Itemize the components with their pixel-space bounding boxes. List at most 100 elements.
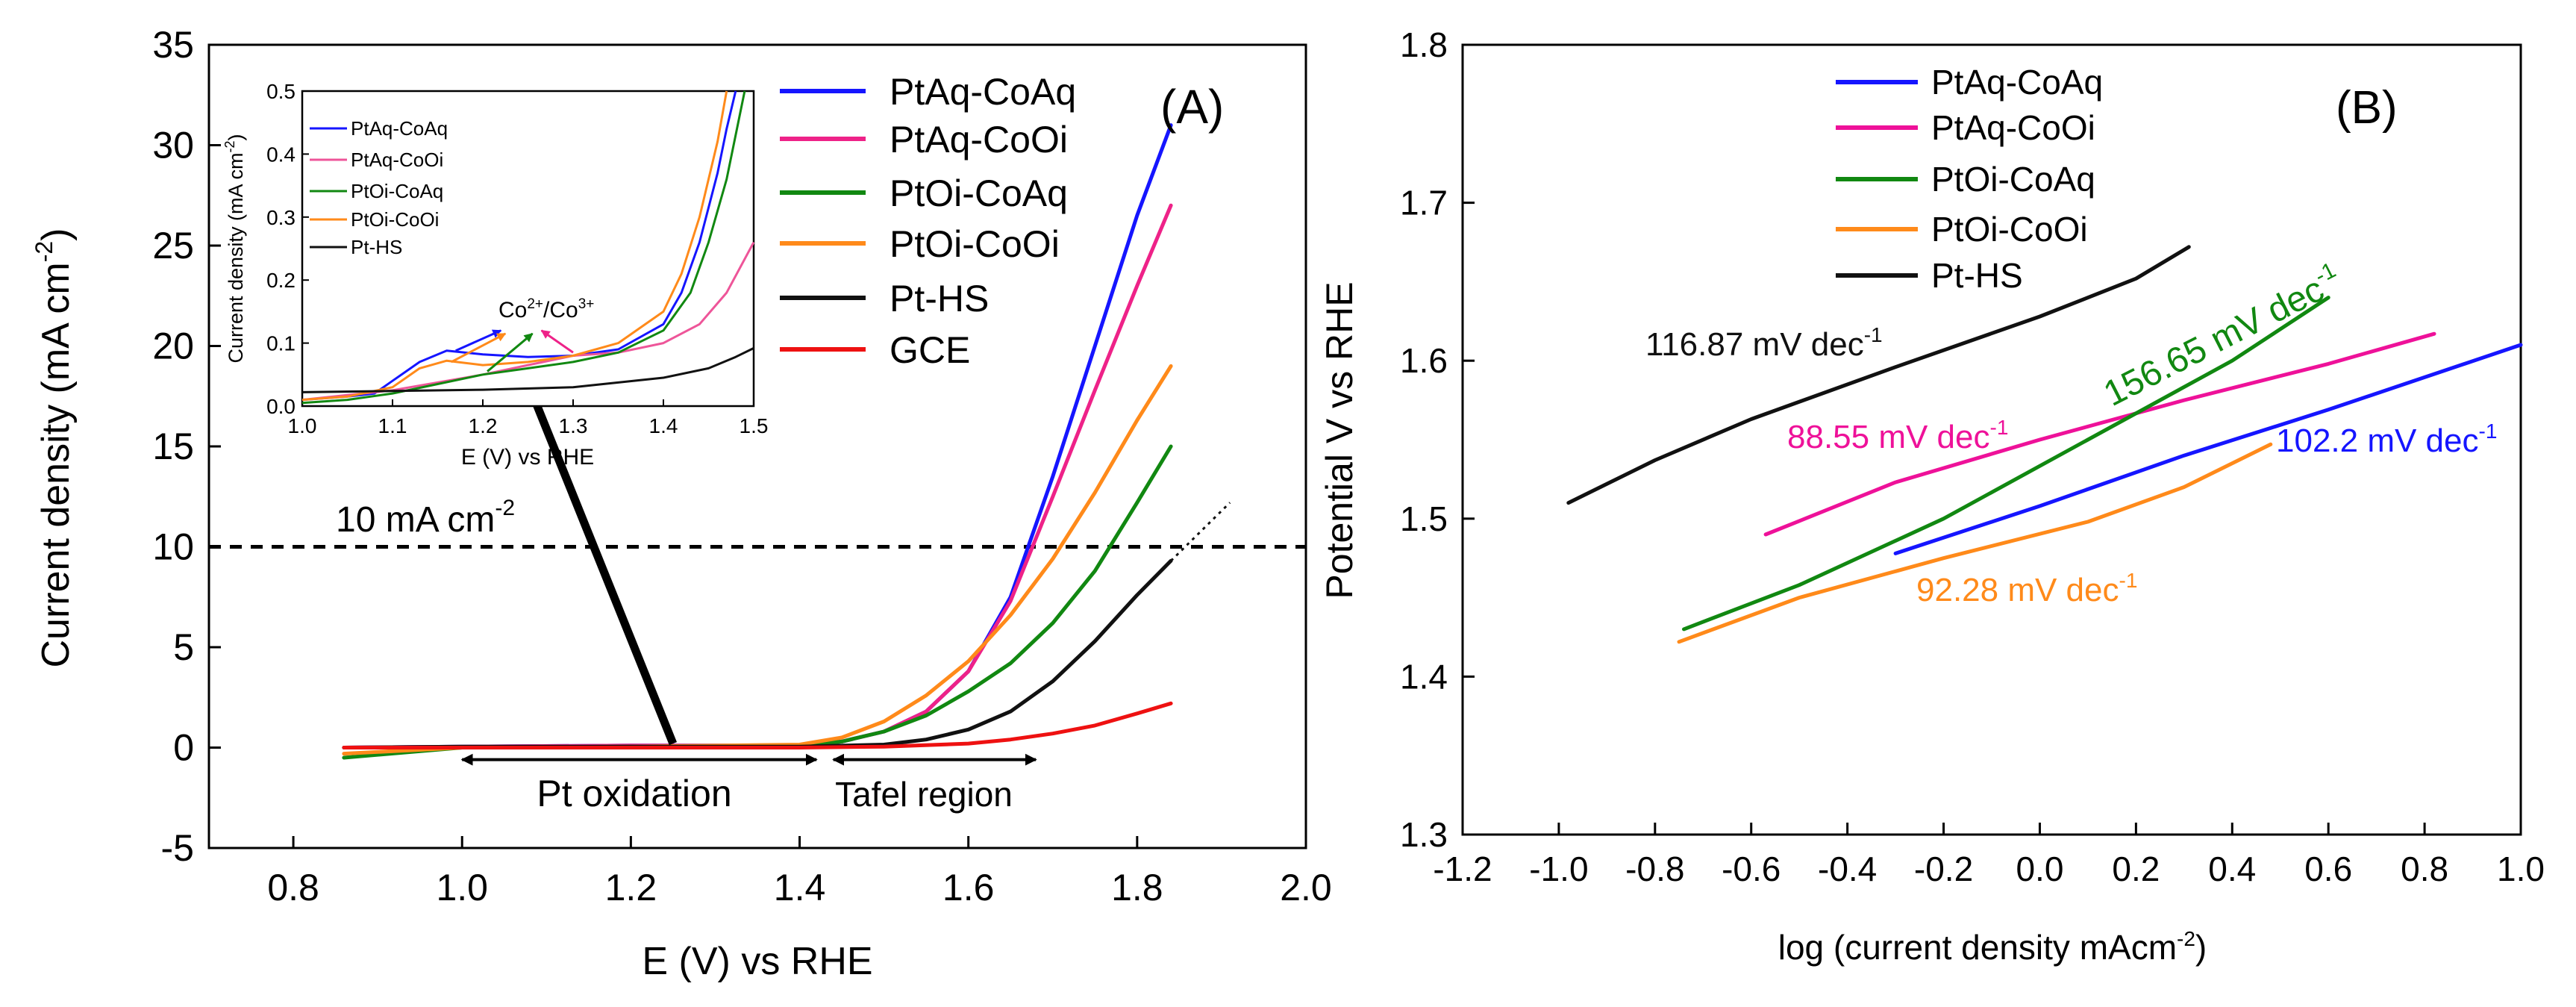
panel-b-y-axis-label: Potential V vs RHE	[1319, 281, 1360, 599]
inset-y-tick-label: 0.3	[266, 206, 296, 229]
inset-x-tick-label: 1.1	[378, 414, 407, 437]
panel-b-frame	[1461, 43, 2522, 836]
y-tick-label: 30	[152, 125, 194, 166]
inset-series-line-ptoi-coaq	[301, 90, 746, 405]
inset-legend-label-ptaq-coaq: PtAq-CoAq	[351, 117, 448, 140]
x-tick-label: 0.8	[267, 867, 319, 908]
panel-b-x-ticks: -1.2 -1.0 -0.8 -0.6 -0.4 -0.2 0.0 0.2 0.4 0.6 0.8 1…	[1433, 823, 2545, 888]
inset-co-arrow	[455, 329, 502, 352]
y-tick-label: -5	[161, 827, 194, 869]
b-y-tick-label: 1.3	[1400, 815, 1448, 854]
panel-a-legend: PtAq-CoAq PtAq-CoOi PtOi-CoAq PtOi-CoOi …	[780, 71, 1076, 371]
x-tick-label: 2.0	[1280, 867, 1332, 908]
b-series-line-ptaq-cooi	[1763, 331, 2436, 537]
panel-b-x-axis-label: log (current density mAcm-2)	[1778, 927, 2207, 967]
legend-a-label-ptaq-cooi: PtAq-CoOi	[890, 119, 1068, 160]
legend-a-label-ptoi-coaq: PtOi-CoAq	[890, 172, 1068, 214]
b-series-line-ptaq-coaq	[1893, 343, 2523, 555]
inset-x-tick-label: 1.5	[740, 414, 769, 437]
y-tick-label: 35	[152, 24, 194, 66]
b-y-tick-label: 1.7	[1400, 184, 1448, 222]
b-series-line-ptoi-cooi	[1677, 442, 2273, 644]
series-extension-pt-hs	[1170, 502, 1231, 562]
panel-b-y-ticks: 1.3 1.4 1.5 1.6 1.7 1.8	[1400, 25, 1475, 854]
b-y-tick-label: 1.8	[1400, 25, 1448, 64]
inset-series-line-ptaq-cooi	[301, 241, 755, 402]
y-tick-label: 5	[173, 626, 194, 668]
b-x-tick-label: -1.0	[1529, 849, 1588, 888]
y-tick-label: 15	[152, 425, 194, 467]
inset-series-line-ptoi-cooi	[301, 90, 728, 402]
inset-legend-label-ptoi-cooi: PtOi-CoOi	[351, 208, 439, 231]
legend-a-label-gce: GCE	[890, 329, 970, 371]
y-tick-label: 0	[173, 727, 194, 769]
legend-b-label-ptaq-cooi: PtAq-CoOi	[1931, 108, 2095, 147]
b-y-tick-label: 1.5	[1400, 499, 1448, 538]
panel-b-series	[1566, 245, 2523, 644]
inset-y-tick-label: 0.4	[266, 143, 296, 166]
inset-x-tick-label: 1.4	[649, 414, 678, 437]
b-x-tick-label: -0.6	[1722, 849, 1781, 888]
b-x-tick-label: -0.4	[1818, 849, 1877, 888]
inset-pointer-arrow	[516, 361, 678, 746]
b-x-tick-label: 0.6	[2304, 849, 2352, 888]
inset-x-tick-label: 1.3	[559, 414, 588, 437]
b-x-tick-label: 0.2	[2112, 849, 2160, 888]
b-x-tick-label: 0.0	[2016, 849, 2063, 888]
inset-series-line-ptaq-coaq	[301, 90, 737, 402]
pt-oxidation-label: Pt oxidation	[537, 773, 731, 814]
legend-a-label-pt-hs: Pt-HS	[890, 278, 989, 319]
inset-series	[301, 90, 755, 405]
b-x-tick-label: 1.0	[2497, 849, 2545, 888]
reference-line-label: 10 mA cm-2	[336, 496, 515, 540]
tafel-region-label: Tafel region	[835, 775, 1013, 814]
panel-a-x-axis-label: E (V) vs RHE	[642, 940, 872, 983]
inset-x-axis-label: E (V) vs RHE	[461, 445, 594, 470]
series-line-gce	[342, 701, 1173, 749]
panel-a-y-ticks: -5 0 5 10 15 20 25 30 35	[152, 24, 221, 869]
panel-a-x-ticks: 0.8 1.0 1.2 1.4 1.6 1.8 2.0	[267, 836, 1332, 908]
inset-y-tick-label: 0.1	[266, 332, 296, 355]
inset-co-arrows	[450, 329, 574, 372]
b-x-tick-label: -1.2	[1433, 849, 1492, 888]
slope-label-ptaq-cooi: 88.55 mV dec-1	[1787, 416, 2008, 455]
inset-co-arrow	[540, 329, 574, 354]
inset-x-tick-label: 1.2	[469, 414, 498, 437]
inset-legend-label-ptaq-cooi: PtAq-CoOi	[351, 149, 443, 171]
inset-y-tick-label: 0.5	[266, 80, 296, 103]
panel-b: 1.3 1.4 1.5 1.6 1.7 1.8 -1.2 -1.0 -0.8 -0.6 -0.4-…	[1319, 25, 2545, 967]
panel-a-series	[342, 123, 1231, 760]
inset-series-line-pt-hs	[301, 347, 754, 393]
inset-y-axis-label: Current density (mA cm-2)	[222, 134, 247, 363]
legend-b-label-ptaq-coaq: PtAq-CoAq	[1931, 63, 2103, 102]
inset-legend-label-pt-hs: Pt-HS	[351, 236, 402, 258]
slope-label-ptaq-coaq: 102.2 mV dec-1	[2276, 420, 2497, 459]
panel-b-label: (B)	[2336, 82, 2398, 134]
inset-plot: 0.0 0.1 0.2 0.3 0.4 0.5 1.0 1.1 1.2 1.3 1.4 1.5 E …	[222, 80, 768, 470]
inset-y-tick-label: 0.2	[266, 269, 296, 292]
legend-a-label-ptoi-cooi: PtOi-CoOi	[890, 223, 1060, 265]
panel-b-legend: PtAq-CoAq PtAq-CoOi PtOi-CoAq PtOi-CoOi …	[1836, 63, 2103, 295]
inset-x-ticks: 1.0 1.1 1.2 1.3 1.4 1.5	[288, 399, 769, 437]
b-series-line-ptoi-coaq	[1682, 296, 2330, 632]
b-x-tick-label: -0.8	[1625, 849, 1684, 888]
inset-legend-label-ptoi-coaq: PtOi-CoAq	[351, 180, 443, 202]
b-x-tick-label: 0.8	[2401, 849, 2448, 888]
inset-frame	[301, 90, 755, 408]
series-line-pt-hs	[342, 558, 1173, 749]
inset-x-tick-label: 1.0	[288, 414, 317, 437]
panel-a: -5 0 5 10 15 20 25 30 35 0.8 1.0 1.2 1.4 1.6 1.8 2.0 1…	[31, 24, 1332, 983]
panel-a-label: (A)	[1160, 80, 1224, 134]
x-tick-label: 1.2	[605, 867, 657, 908]
legend-b-label-pt-hs: Pt-HS	[1931, 256, 2023, 295]
x-tick-label: 1.6	[942, 867, 995, 908]
b-series-line-pt-hs	[1566, 245, 2191, 505]
inset-y-tick-label: 0.0	[266, 395, 296, 418]
x-tick-label: 1.0	[436, 867, 488, 908]
slope-label-pt-hs: 116.87 mV dec-1	[1645, 323, 1883, 363]
inset-co-arrow	[487, 332, 534, 372]
b-x-tick-label: -0.2	[1914, 849, 1973, 888]
x-tick-label: 1.8	[1111, 867, 1163, 908]
b-x-tick-label: 0.4	[2208, 849, 2256, 888]
